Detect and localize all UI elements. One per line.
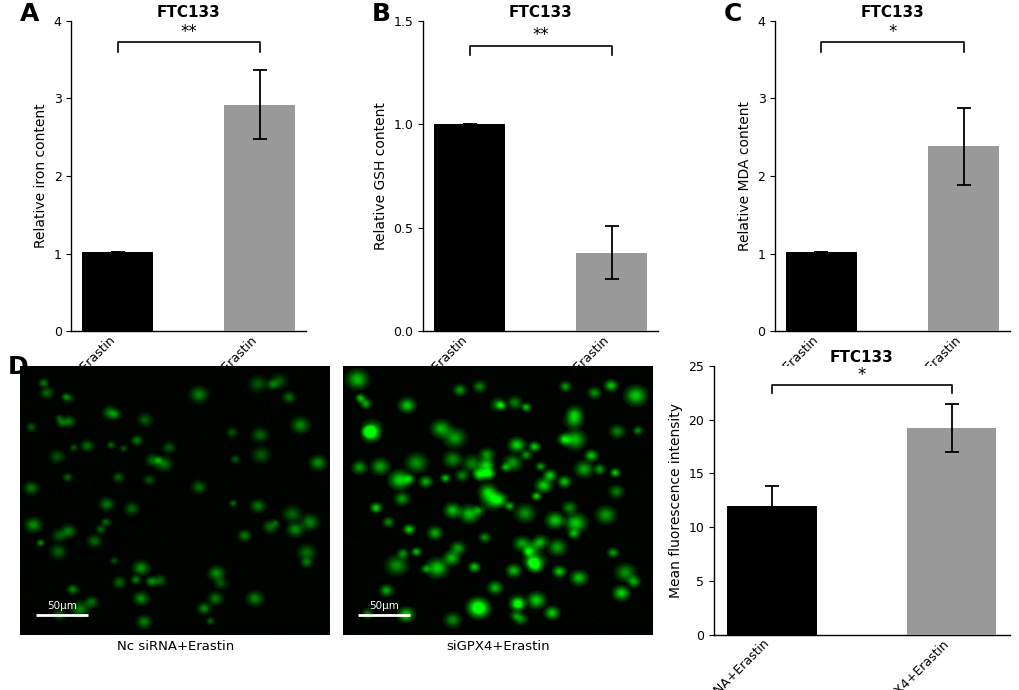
Text: *: * bbox=[857, 366, 865, 384]
Bar bbox=[433, 124, 504, 331]
Title: FTC133: FTC133 bbox=[157, 5, 220, 19]
Bar bbox=[224, 105, 296, 331]
Text: A: A bbox=[19, 2, 39, 26]
Y-axis label: Relative MDA content: Relative MDA content bbox=[737, 101, 751, 251]
Bar bbox=[906, 428, 996, 635]
Title: FTC133: FTC133 bbox=[829, 350, 893, 364]
Bar bbox=[727, 506, 816, 635]
Bar bbox=[785, 252, 856, 331]
Text: 50μm: 50μm bbox=[47, 602, 76, 611]
Text: D: D bbox=[8, 355, 29, 379]
Text: **: ** bbox=[532, 26, 548, 44]
Bar bbox=[82, 252, 153, 331]
Bar bbox=[927, 146, 999, 331]
Text: **: ** bbox=[180, 23, 197, 41]
X-axis label: Nc siRNA+Erastin: Nc siRNA+Erastin bbox=[116, 640, 233, 653]
Y-axis label: Mean fluorescence intensity: Mean fluorescence intensity bbox=[668, 403, 682, 598]
Title: FTC133: FTC133 bbox=[508, 5, 572, 19]
X-axis label: siGPX4+Erastin: siGPX4+Erastin bbox=[445, 640, 549, 653]
Text: C: C bbox=[722, 2, 741, 26]
Text: B: B bbox=[371, 2, 390, 26]
Bar bbox=[576, 253, 647, 331]
Title: FTC133: FTC133 bbox=[860, 5, 923, 19]
Text: *: * bbox=[888, 23, 896, 41]
Y-axis label: Relative GSH content: Relative GSH content bbox=[374, 102, 387, 250]
Text: 50μm: 50μm bbox=[369, 602, 398, 611]
Y-axis label: Relative iron content: Relative iron content bbox=[34, 104, 48, 248]
